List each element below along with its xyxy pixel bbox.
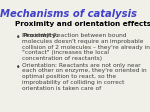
Text: Proximity: Reaction between bound molecules doesn't require an improbable collis: Proximity: Reaction between bound molecu… — [22, 33, 150, 61]
Text: Proximity:: Proximity: — [22, 33, 59, 38]
Text: Proximity and orientation effects: Proximity and orientation effects — [15, 21, 150, 27]
Text: Orientation: Reactants are not only near each other on enzyme, they're oriented : Orientation: Reactants are not only near… — [22, 63, 147, 91]
Text: Mechanisms of catalysis: Mechanisms of catalysis — [0, 9, 137, 19]
Text: •: • — [16, 33, 21, 42]
Text: •: • — [16, 63, 21, 72]
